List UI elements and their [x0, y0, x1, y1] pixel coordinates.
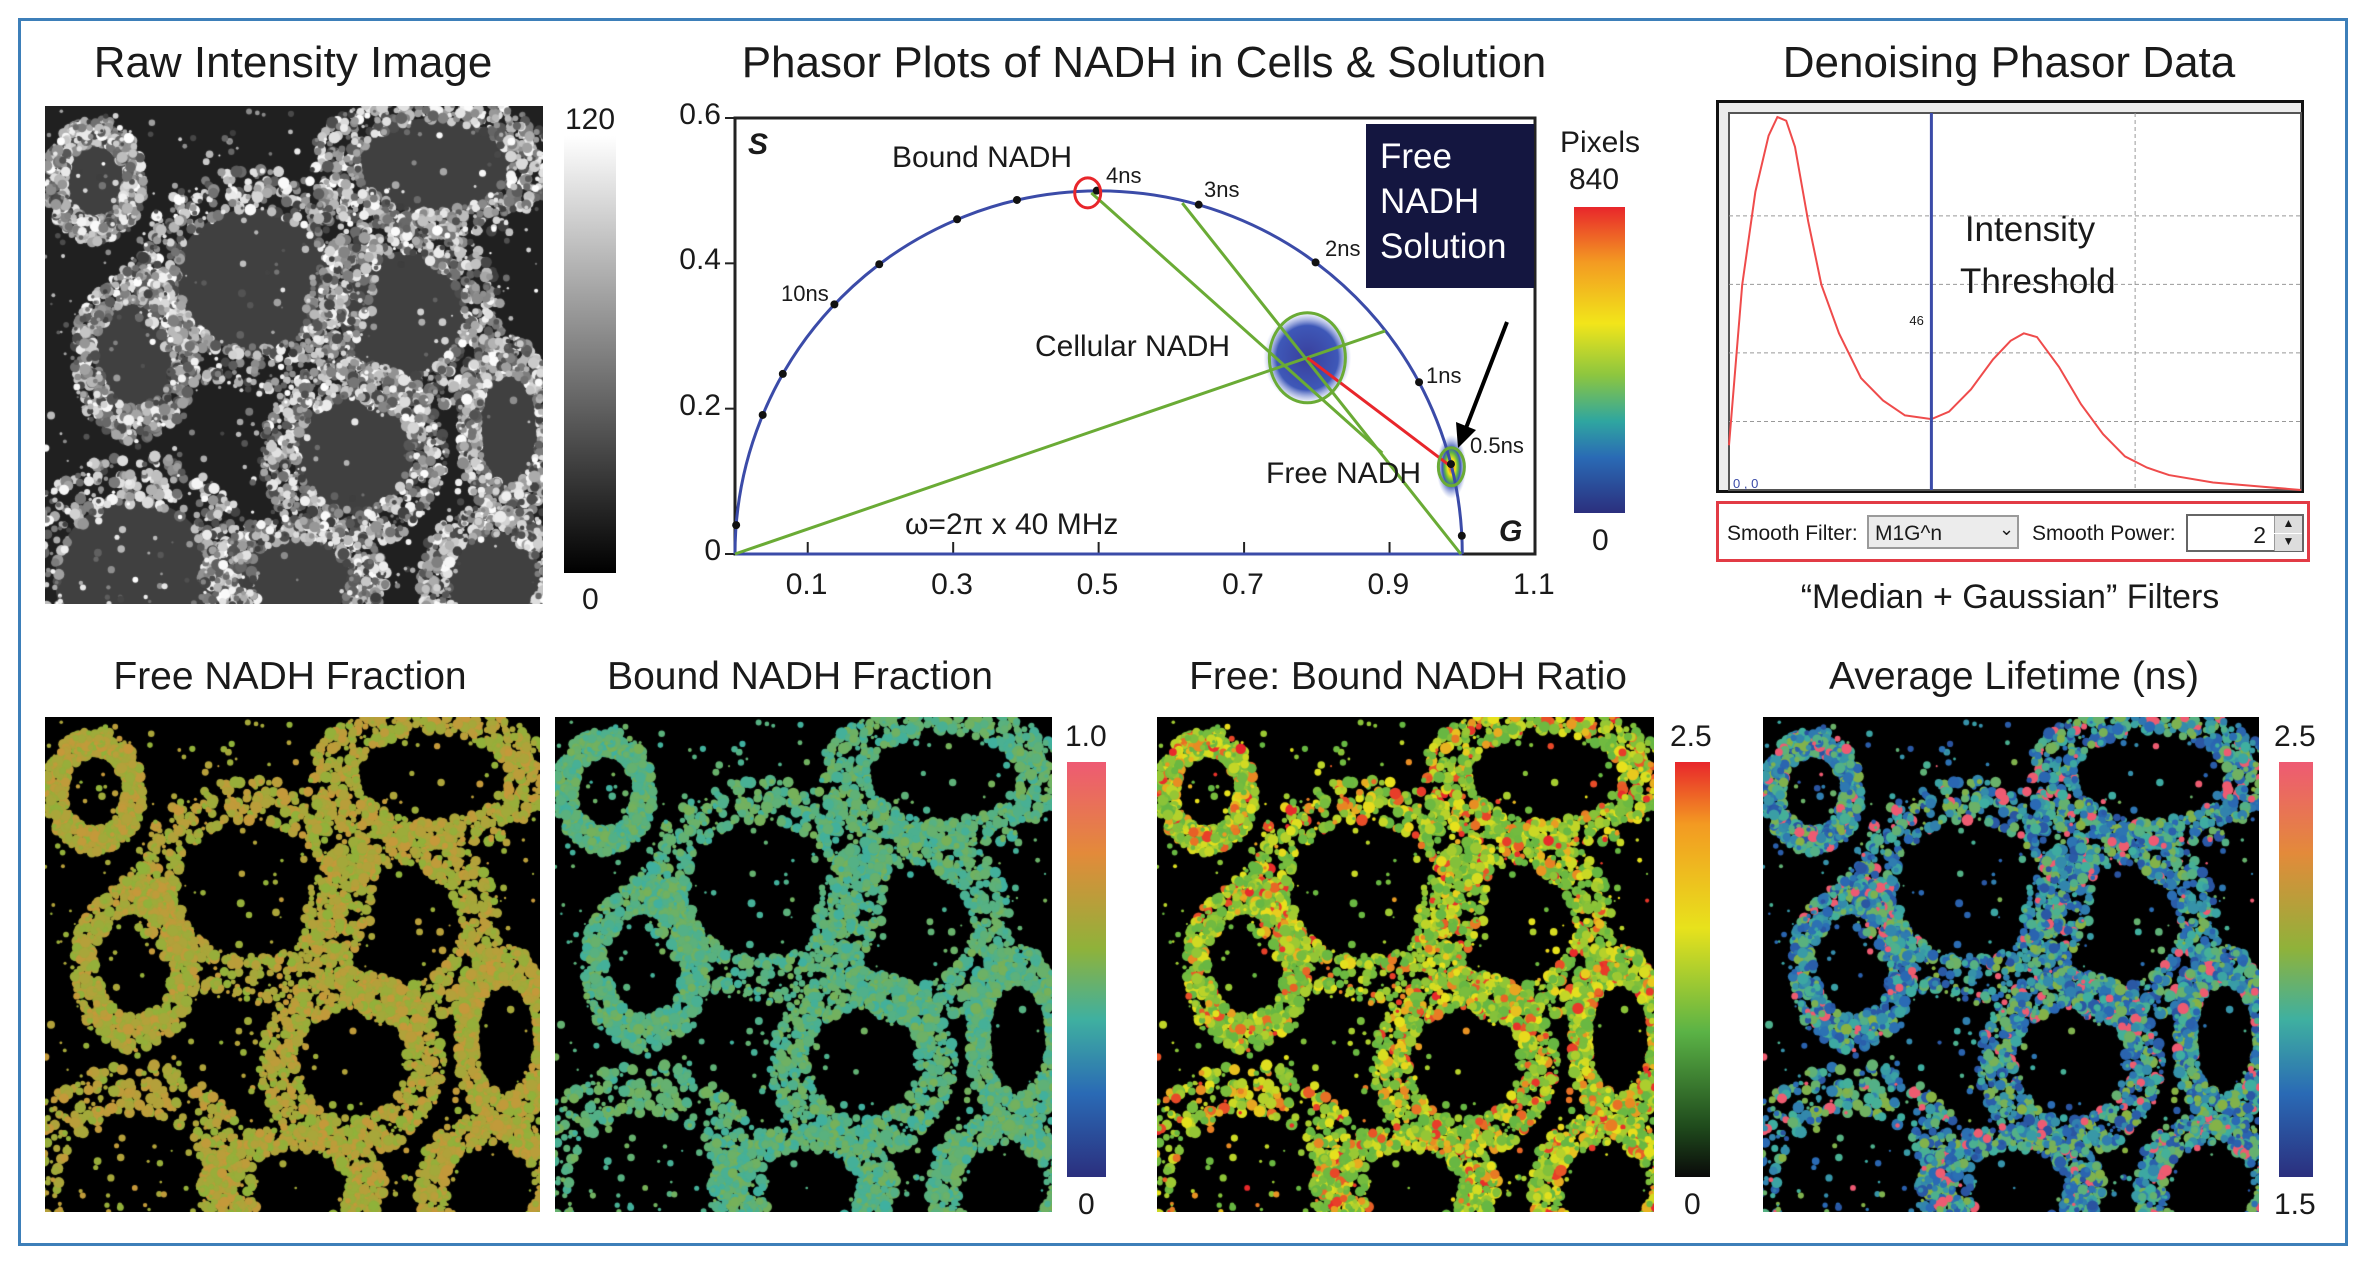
lifetime-marker: [1415, 378, 1424, 387]
raw-title: Raw Intensity Image: [93, 38, 493, 87]
lifetime-label: 4ns: [1106, 163, 1142, 188]
chevron-down-icon: ⌄: [1999, 519, 2015, 539]
x-tick-label: 0.9: [1367, 568, 1410, 601]
bound-point-circle: [1073, 176, 1103, 210]
arrow-line: [1464, 321, 1509, 429]
cellular-ellipse: [1267, 311, 1347, 405]
raw-colorbar-min: 0: [582, 583, 599, 616]
smooth-filter-select[interactable]: M1G^n ⌄: [1867, 515, 2019, 549]
smooth-filter-value: M1G^n: [1875, 522, 1943, 545]
x-tick-label: 0.3: [931, 568, 973, 601]
filter-caption: “Median + Gaussian” Filters: [1800, 578, 2220, 616]
x-tick-label: 1.1: [1513, 568, 1555, 601]
smooth-power-label: Smooth Power:: [2032, 522, 2176, 545]
ratio-colorbar: [1675, 762, 1710, 1177]
decrement-arrow-icon[interactable]: ▼: [2274, 534, 2302, 551]
lifetime-label: 1ns: [1426, 363, 1462, 388]
ratio-colorbar-min: 0: [1684, 1188, 1701, 1221]
lifetime-colorbar-max: 2.5: [2274, 720, 2316, 753]
arrow-head: [1456, 422, 1476, 448]
pixels-colorbar-min: 0: [1592, 524, 1609, 557]
solution-box-line: NADH: [1380, 182, 1480, 221]
ratio-map: [1157, 717, 1654, 1212]
raw-colorbar-max: 120: [565, 103, 616, 136]
free-fraction-title: Free NADH Fraction: [113, 655, 467, 698]
x-tick-label: 0.7: [1222, 568, 1264, 601]
y-tick-label: 0.4: [679, 243, 721, 277]
fraction-colorbar: [1067, 762, 1106, 1177]
green-line: [734, 329, 1386, 556]
solution-box-line: Free: [1380, 137, 1452, 176]
fraction-colorbar-min: 0: [1078, 1188, 1095, 1221]
green-line: [1090, 191, 1384, 455]
solution-box-line: Solution: [1380, 227, 1507, 266]
pixels-colorbar: [1574, 207, 1625, 513]
histogram-curve: [1728, 115, 2302, 491]
threshold-value: 46: [1909, 313, 1924, 328]
smooth-power-value: 2: [2253, 522, 2266, 548]
bound-nadh-label: Bound NADH: [892, 141, 1073, 174]
lifetime-marker: [1457, 531, 1466, 540]
lifetime-title: Average Lifetime (ns): [1829, 655, 2199, 698]
free-ellipse: [1436, 446, 1466, 488]
threshold-annotation: Threshold: [1960, 262, 2116, 301]
smooth-power-stepper[interactable]: 2 ▲ ▼: [2186, 514, 2304, 552]
green-line: [1181, 202, 1462, 555]
x-tick-label: 0.5: [1076, 568, 1119, 601]
bound-fraction-title: Bound NADH Fraction: [607, 655, 993, 698]
s-axis-label: S: [748, 128, 769, 161]
histogram-plot-area: [1728, 112, 2302, 491]
free-fraction-map: [45, 717, 540, 1212]
cellular-nadh-label: Cellular NADH: [1035, 330, 1231, 363]
free-nadh-label: Free NADH: [1266, 457, 1422, 490]
lifetime-marker: [758, 410, 767, 419]
lifetime-colorbar: [2279, 762, 2313, 1177]
lifetime-label: 3ns: [1204, 177, 1240, 202]
smoothing-controls: Smooth Filter: M1G^n ⌄ Smooth Power: 2 ▲ …: [1716, 501, 2310, 562]
lifetime-label: 2ns: [1325, 236, 1361, 261]
pixels-colorbar-max: 840: [1569, 163, 1620, 196]
pixels-colorbar-label: Pixels: [1560, 126, 1641, 159]
red-line: [1306, 356, 1453, 468]
free-nadh-solution-box: Free NADH Solution: [1366, 124, 1534, 288]
raw-colorbar: [564, 136, 616, 573]
smooth-filter-label: Smooth Filter:: [1727, 522, 1858, 545]
lifetime-label: 0.5ns: [1470, 433, 1524, 458]
ratio-colorbar-max: 2.5: [1670, 720, 1712, 753]
lifetime-colorbar-min: 1.5: [2274, 1188, 2316, 1221]
lifetime-label: 10ns: [781, 281, 829, 306]
lifetime-marker: [732, 521, 741, 530]
g-axis-label: G: [1499, 515, 1523, 548]
lifetime-marker: [1446, 460, 1455, 469]
lifetime-marker: [875, 260, 884, 269]
ratio-title: Free: Bound NADH Ratio: [1189, 655, 1627, 698]
x-tick-label: 0.1: [785, 568, 828, 601]
lifetime-marker: [1194, 200, 1203, 209]
threshold-annotation: Intensity: [1964, 210, 2096, 249]
lifetime-marker: [778, 369, 787, 378]
phasor-title: Phasor Plots of NADH in Cells & Solution: [741, 38, 1547, 87]
figure-frame: [18, 18, 2348, 1246]
origin-label: 0 , 0: [1733, 476, 1759, 491]
lifetime-marker: [1311, 258, 1320, 267]
increment-arrow-icon[interactable]: ▲: [2274, 516, 2302, 533]
y-tick-label: 0: [704, 534, 721, 567]
lifetime-marker: [953, 215, 962, 224]
fraction-colorbar-max: 1.0: [1065, 720, 1107, 753]
y-tick-label: 0.2: [679, 388, 721, 422]
lifetime-marker: [830, 300, 839, 309]
denoise-title: Denoising Phasor Data: [1782, 38, 2236, 87]
lifetime-map: [1763, 717, 2259, 1212]
lifetime-marker: [1012, 195, 1021, 204]
frequency-label: ω=2π x 40 MHz: [905, 508, 1119, 541]
y-tick-label: 0.6: [679, 98, 721, 131]
bound-fraction-map: [555, 717, 1052, 1212]
raw-intensity-image: [45, 106, 543, 604]
